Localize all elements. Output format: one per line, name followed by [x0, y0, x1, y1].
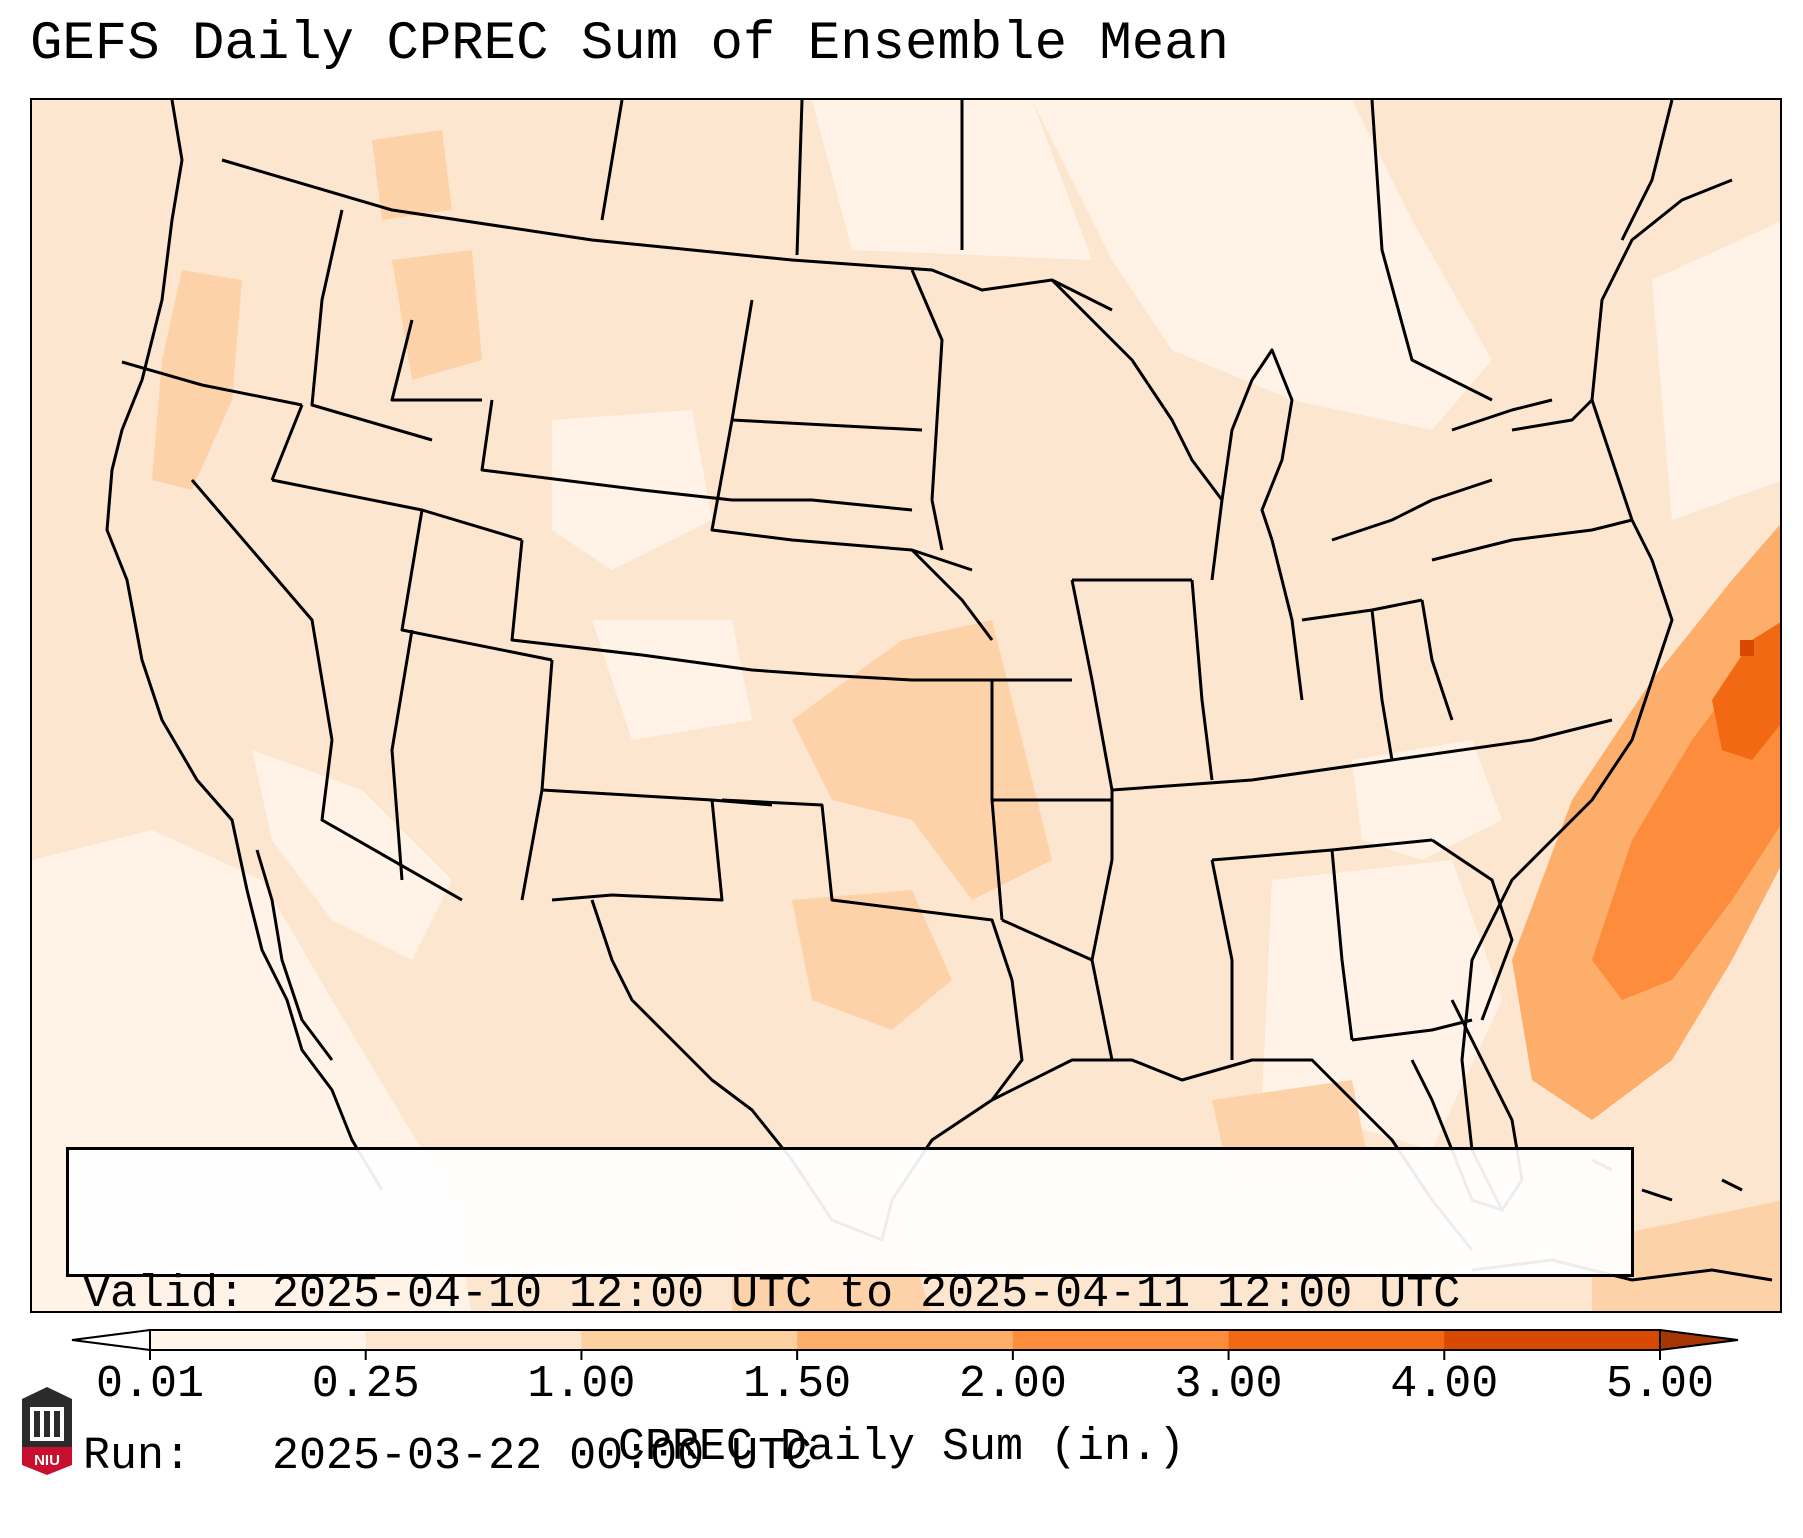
precipitation-map — [30, 98, 1782, 1313]
west-coastline — [105, 100, 384, 1191]
colorbar-segment — [1228, 1330, 1445, 1350]
colorbar-segment — [1444, 1330, 1661, 1350]
niu-logo: NIU — [22, 1387, 72, 1475]
colorbar-outline — [149, 1329, 1661, 1351]
colorbar-segments — [150, 1330, 1661, 1350]
colorbar-segment — [581, 1330, 798, 1350]
east-coastline — [1460, 679, 1654, 1211]
lake-ontario-shore — [1451, 398, 1553, 432]
colorbar-under-arrow — [71, 1328, 151, 1352]
colorbar-over-arrow — [1659, 1328, 1739, 1352]
colorbar-tick-label: 1.00 — [527, 1359, 636, 1410]
logo-text: NIU — [34, 1452, 60, 1469]
colorbar-ticks — [149, 1350, 1661, 1360]
colorbar-segment — [1012, 1330, 1230, 1350]
baja-coastline — [255, 849, 334, 1061]
canada-border — [221, 158, 1113, 312]
valid-run-infobox: Valid: 2025-04-10 12:00 UTC to 2025-04-1… — [66, 1147, 1634, 1482]
colorbar-tick-label: 1.50 — [743, 1359, 852, 1410]
colorbar-segment — [797, 1330, 1014, 1350]
colorbar-segment — [365, 1330, 582, 1350]
colorbar-tick-label: 0.01 — [95, 1359, 205, 1410]
colorbar-tick-label: 3.00 — [1174, 1359, 1283, 1410]
map-title: GEFS Daily CPREC Sum of Ensemble Mean — [30, 14, 1229, 75]
colorbar-tick-label: 2.00 — [958, 1359, 1067, 1410]
atlantic-shading-peak — [1740, 640, 1754, 656]
run-time-line: Run: 2025-03-22 00:00 UTC — [83, 1431, 813, 1482]
colorbar-tick-label: 0.25 — [311, 1359, 420, 1410]
colorbar-tick-label: 5.00 — [1605, 1359, 1715, 1410]
map-canvas — [32, 100, 1780, 1311]
atlantic-shading-max — [1712, 622, 1780, 760]
colorbar-segment — [150, 1330, 367, 1350]
colorbar-label: CPREC Daily Sum (in.) — [617, 1422, 1186, 1473]
colorbar-tick-label: 4.00 — [1390, 1359, 1499, 1410]
lake-michigan-shore — [1220, 348, 1294, 541]
lake-erie-shore — [1331, 478, 1493, 542]
valid-time-line: Valid: 2025-04-10 12:00 UTC to 2025-04-1… — [83, 1269, 1461, 1320]
colorbar — [71, 1328, 1739, 1360]
